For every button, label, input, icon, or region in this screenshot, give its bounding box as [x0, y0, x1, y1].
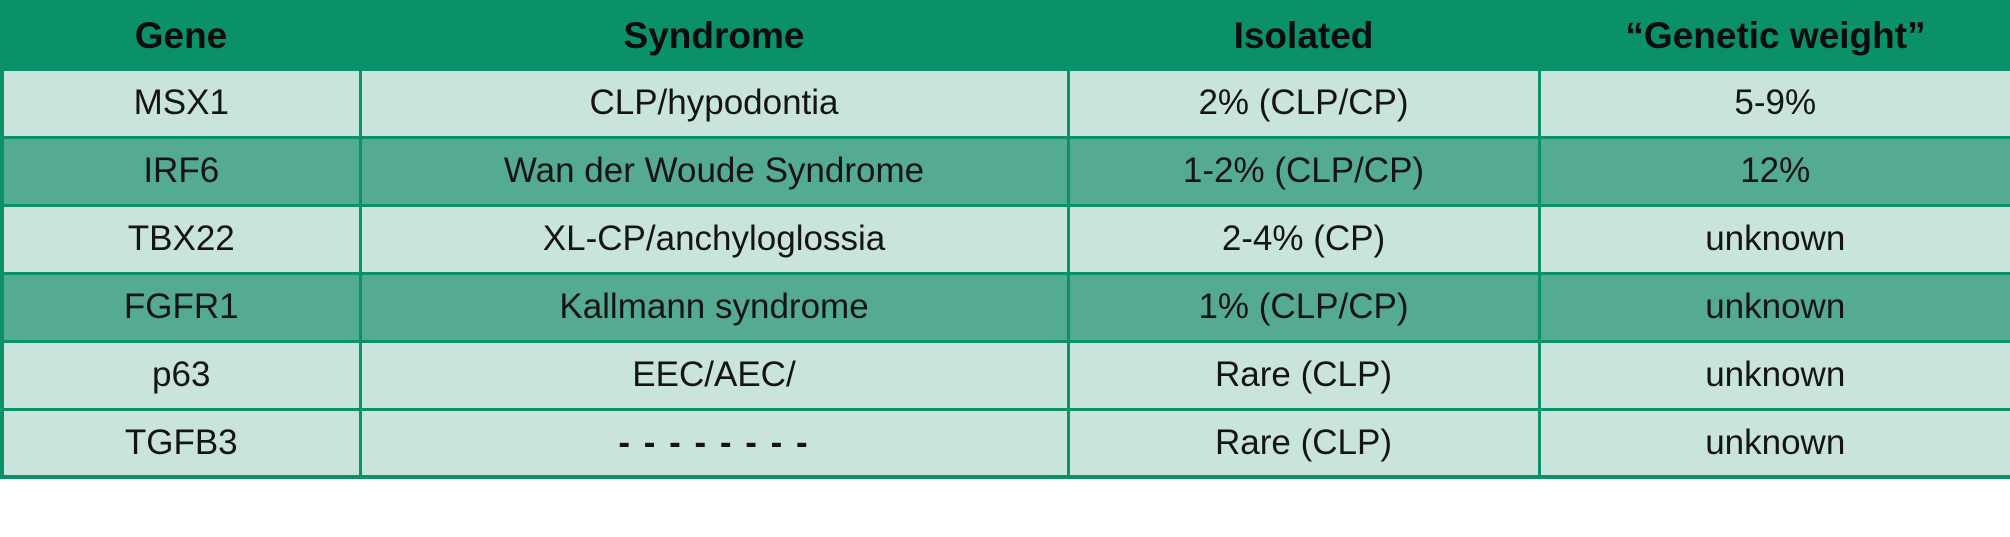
cell-isolated: Rare (CLP): [1066, 339, 1541, 411]
cell-gene: TGFB3: [0, 407, 362, 479]
cell-syndrome: - - - - - - - -: [358, 407, 1070, 479]
cell-genetic-weight: unknown: [1537, 203, 2010, 275]
cell-isolated: 2-4% (CP): [1066, 203, 1541, 275]
cell-genetic-weight: unknown: [1537, 339, 2010, 411]
cell-isolated: 1% (CLP/CP): [1066, 271, 1541, 343]
table-row: MSX1 CLP/hypodontia 2% (CLP/CP) 5-9%: [0, 67, 2010, 139]
cell-syndrome: Kallmann syndrome: [358, 271, 1070, 343]
genes-syndromes-table: Gene Syndrome Isolated “Genetic weight” …: [0, 0, 2010, 479]
cell-syndrome: EEC/AEC/: [358, 339, 1070, 411]
column-header-gene: Gene: [0, 0, 362, 71]
column-header-genetic-weight: “Genetic weight”: [1537, 0, 2010, 71]
table-row: FGFR1 Kallmann syndrome 1% (CLP/CP) unkn…: [0, 271, 2010, 343]
cell-isolated: Rare (CLP): [1066, 407, 1541, 479]
cell-gene: FGFR1: [0, 271, 362, 343]
column-header-isolated: Isolated: [1066, 0, 1541, 71]
table-row: p63 EEC/AEC/ Rare (CLP) unknown: [0, 339, 2010, 411]
table-row: TGFB3 - - - - - - - - Rare (CLP) unknown: [0, 407, 2010, 479]
cell-genetic-weight: 12%: [1537, 135, 2010, 207]
cell-syndrome: CLP/hypodontia: [358, 67, 1070, 139]
cell-isolated: 2% (CLP/CP): [1066, 67, 1541, 139]
cell-gene: MSX1: [0, 67, 362, 139]
header-row: Gene Syndrome Isolated “Genetic weight”: [0, 0, 2010, 71]
cell-gene: p63: [0, 339, 362, 411]
cell-genetic-weight: 5-9%: [1537, 67, 2010, 139]
table-row: TBX22 XL-CP/anchyloglossia 2-4% (CP) unk…: [0, 203, 2010, 275]
column-header-syndrome: Syndrome: [358, 0, 1070, 71]
cell-gene: IRF6: [0, 135, 362, 207]
cell-genetic-weight: unknown: [1537, 271, 2010, 343]
table-row: IRF6 Wan der Woude Syndrome 1-2% (CLP/CP…: [0, 135, 2010, 207]
cell-syndrome: Wan der Woude Syndrome: [358, 135, 1070, 207]
cell-gene: TBX22: [0, 203, 362, 275]
cell-syndrome: XL-CP/anchyloglossia: [358, 203, 1070, 275]
cell-isolated: 1-2% (CLP/CP): [1066, 135, 1541, 207]
cell-genetic-weight: unknown: [1537, 407, 2010, 479]
